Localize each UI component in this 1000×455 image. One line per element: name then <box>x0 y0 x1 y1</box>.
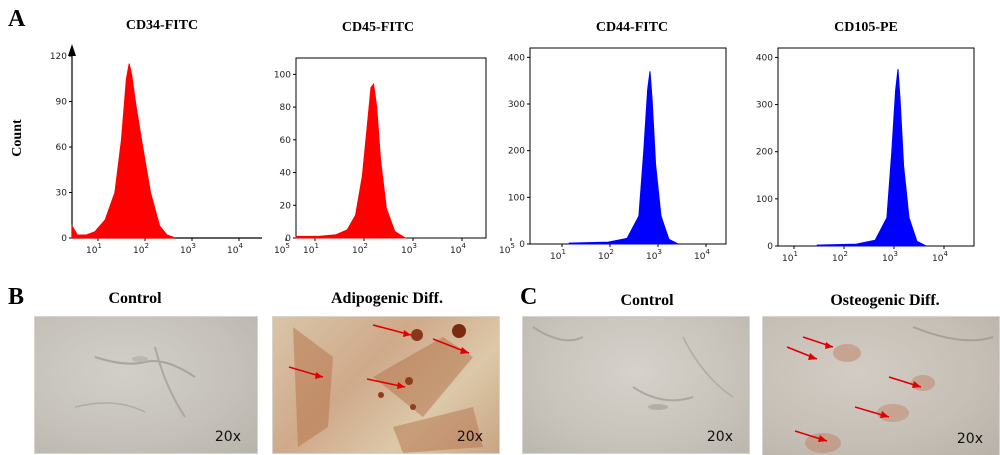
y-tick-label: 40 <box>280 169 292 179</box>
y-tick-label: 60 <box>280 136 292 146</box>
y-tick-label: 20 <box>280 201 292 211</box>
micrograph-control-2: 20x <box>522 316 750 454</box>
y-axis-label: Count <box>10 119 25 157</box>
x-tick-label: 104 <box>932 250 948 264</box>
y-tick-label: 200 <box>756 148 773 158</box>
chart-title-cd44: CD44-FITC <box>595 20 669 35</box>
x-tick-label: 103 <box>646 248 662 262</box>
y-tick-label: 60 <box>56 143 68 153</box>
y-tick-label: 0 <box>285 234 291 244</box>
magnification-label-2: 20x <box>456 429 483 445</box>
histogram-cd44: 0 100 200 300 400 101 102 103 104 <box>508 47 727 262</box>
y-tick-label: 100 <box>508 193 525 203</box>
y-tick-label: 0 <box>767 242 773 252</box>
histogram-area <box>816 69 927 247</box>
x-tick-label: 101 <box>86 242 102 256</box>
y-tick-label: 80 <box>280 103 292 113</box>
micrograph-title-control-2: Control <box>620 292 674 309</box>
x-tick-label: 102 <box>598 248 614 262</box>
y-axis-arrow <box>68 44 76 56</box>
y-tick-label: 300 <box>508 100 525 110</box>
micrograph-title-adipogenic: Adipogenic Diff. <box>331 290 443 307</box>
y-tick-label: 100 <box>756 195 773 205</box>
x-tick-label: 104 <box>450 242 466 256</box>
panel-c-letter: C <box>520 284 538 310</box>
chart-title-cd105: CD105-PE <box>834 20 898 35</box>
plot-frame <box>295 57 487 239</box>
micrograph-osteogenic: 20x <box>762 316 1000 455</box>
y-tick-label: 30 <box>56 189 68 199</box>
y-tick-label: 0 <box>519 240 525 250</box>
x-tick-label: 103 <box>401 242 417 256</box>
x-tick-label: 103 <box>882 250 898 264</box>
y-tick-label: 200 <box>508 147 525 157</box>
histogram-area <box>71 63 176 239</box>
magnification-label-1: 20x <box>214 429 241 445</box>
histogram-cd105: 0 100 200 300 400 101 102 103 104 <box>756 47 975 264</box>
chart-title-cd45: CD45-FITC <box>341 20 415 35</box>
plot-frame <box>777 47 975 247</box>
magnification-label-3: 20x <box>706 429 733 445</box>
histogram-area <box>568 71 679 245</box>
micrograph-title-control-1: Control <box>108 290 162 307</box>
y-tick-label: 400 <box>756 53 773 63</box>
x-tick-label: 104 <box>694 248 710 262</box>
chart-title-cd34: CD34-FITC <box>125 18 199 33</box>
y-tick-label: 300 <box>756 101 773 111</box>
x-tick-label: 102 <box>352 242 368 256</box>
x-tick-label: 102 <box>133 242 149 256</box>
panel-b-letter: B <box>8 284 25 310</box>
micrograph-adipogenic: 20x <box>272 316 500 454</box>
micrograph-title-osteogenic: Osteogenic Diff. <box>830 292 940 309</box>
y-tick-label: 90 <box>56 98 68 108</box>
y-tick-label: 400 <box>508 53 525 63</box>
plot-frame <box>529 47 727 245</box>
x-tick-label: 101 <box>782 250 798 264</box>
histogram-area <box>295 82 408 239</box>
micrograph-control-1: 20x <box>34 316 258 454</box>
y-tick-label: 0 <box>61 234 67 244</box>
x-tick-label: 102 <box>832 250 848 264</box>
y-tick-label: 100 <box>274 70 291 80</box>
y-tick-label: 120 <box>50 52 67 62</box>
panel-a-letter: A <box>8 6 26 32</box>
x-tick-label: 104 <box>227 242 243 256</box>
x-tick-label: 101 <box>303 242 319 256</box>
magnification-label-4: 20x <box>956 431 983 447</box>
x-tick-label: 103 <box>180 242 196 256</box>
x-tick-label: 101 <box>550 248 566 262</box>
